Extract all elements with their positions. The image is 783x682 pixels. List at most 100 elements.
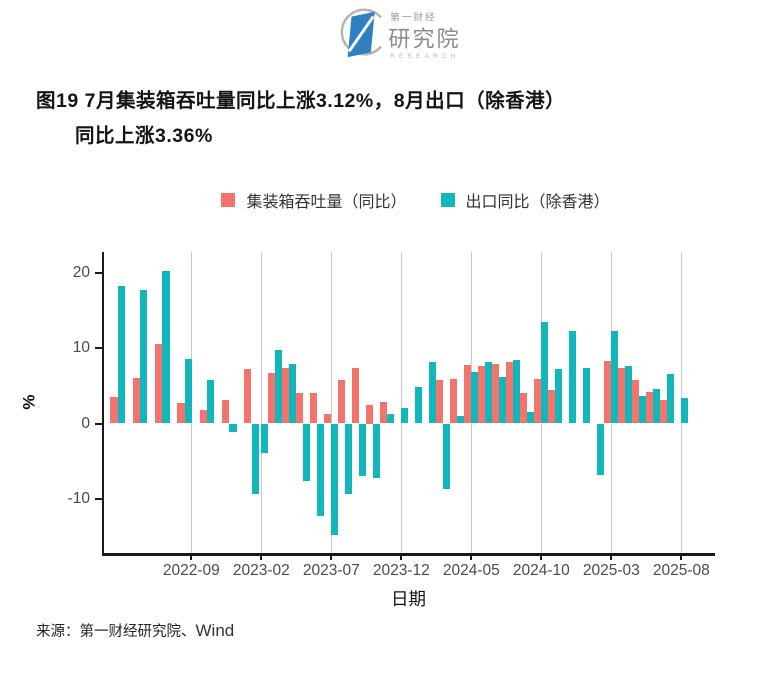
y-tick-label--10: -10 (67, 490, 90, 507)
source-wind: Wind (195, 621, 235, 640)
bar-exports-2023-03 (275, 350, 283, 424)
y-tick-label-20: 20 (72, 263, 90, 281)
bar-throughput-2022-10 (199, 409, 207, 424)
bar-throughput-2024-11 (548, 389, 556, 424)
bar-throughput-2023-06 (310, 393, 318, 424)
y-tickmark-20 (94, 271, 102, 274)
logo-brand-main: 研究院 (388, 27, 460, 52)
yicai-research-logo: 第一财经 研究院 RESEARCH (330, 4, 460, 62)
bar-throughput-2023-04 (282, 368, 290, 424)
bar-throughput-2024-07 (492, 363, 500, 424)
x-tickmark-2025-08 (680, 553, 683, 560)
bar-exports-2025-05 (639, 395, 647, 424)
bar-exports-2022-07 (140, 289, 148, 424)
bar-throughput-2025-07 (660, 399, 668, 424)
chart-legend: 集装箱吞吐量（同比） 出口同比（除香港） (0, 188, 783, 212)
bar-throughput-2023-09 (352, 368, 360, 424)
bar-throughput-2025-05 (632, 380, 640, 424)
x-tick-label-2024-05: 2024-05 (442, 562, 500, 579)
bar-exports-2024-11 (555, 369, 563, 424)
bar-exports-2023-08 (345, 423, 353, 494)
bar-exports-2024-03 (443, 423, 451, 490)
legend-item-throughput: 集装箱吞吐量（同比） (221, 188, 407, 212)
bar-throughput-2023-10 (366, 404, 374, 424)
bar-throughput-2024-06 (478, 366, 486, 424)
bar-exports-2022-08 (162, 270, 170, 424)
logo-slash (347, 15, 375, 53)
bar-exports-2024-01 (415, 386, 423, 424)
bar-exports-2023-05 (303, 423, 311, 481)
x-tickmark-2023-02 (260, 553, 263, 560)
x-tickmark-2023-12 (400, 553, 403, 560)
bar-exports-2023-11 (387, 414, 395, 424)
x-tick-label-2022-09: 2022-09 (162, 562, 220, 579)
bar-throughput-2023-11 (380, 401, 388, 424)
logo-circle (340, 8, 382, 56)
bar-throughput-2022-06 (110, 397, 118, 424)
logo-brand-top: 第一财经 (390, 11, 436, 23)
bar-exports-2025-02 (597, 423, 605, 475)
bar-throughput-2025-04 (618, 367, 626, 424)
source-line: 来源：第一财经研究院、Wind (36, 620, 234, 641)
bar-exports-2022-12 (251, 423, 259, 494)
bar-throughput-2025-03 (604, 360, 612, 424)
y-tickmark-0 (94, 422, 102, 425)
x-tickmark-2023-07 (330, 553, 333, 560)
bar-exports-2023-09 (359, 423, 367, 476)
bar-exports-2024-06 (485, 361, 493, 424)
bar-exports-2024-12 (569, 331, 577, 424)
bar-exports-2025-07 (667, 374, 675, 424)
bar-exports-2024-09 (527, 412, 535, 424)
x-tick-label-2025-03: 2025-03 (582, 562, 640, 579)
y-tickmark--10 (94, 498, 102, 500)
legend-item-exports: 出口同比（除香港） (440, 188, 610, 212)
bar-exports-2024-05 (471, 372, 479, 424)
bar-exports-2022-09 (184, 358, 192, 424)
bar-exports-2023-07 (331, 423, 339, 536)
source-prefix: 来源：第一财经研究院、 (36, 624, 196, 640)
bar-exports-2025-08 (681, 398, 689, 424)
x-tickmark-2024-10 (540, 553, 543, 560)
bar-throughput-2023-07 (324, 414, 332, 424)
x-tick-label-2024-10: 2024-10 (512, 562, 570, 579)
bar-exports-2024-07 (499, 377, 507, 424)
x-axis-title: 日期 (391, 589, 426, 609)
bar-throughput-2024-05 (464, 364, 472, 424)
bar-throughput-2022-07 (132, 378, 140, 424)
gridline-2023-02 (260, 252, 263, 553)
x-tickmark-2025-03 (610, 553, 613, 560)
legend-swatch-exports (440, 193, 455, 207)
gridline-2023-07 (330, 252, 333, 553)
x-tick-label-2023-12: 2023-12 (372, 562, 430, 579)
bar-exports-2022-06 (117, 286, 126, 424)
bar-throughput-2024-03 (436, 380, 444, 424)
y-tick-label-0: 0 (81, 414, 90, 432)
figure-title-line2: 同比上涨3.36% (75, 125, 213, 147)
logo-graphic: 第一财经 研究院 RESEARCH (340, 8, 460, 60)
y-axis-line (101, 252, 104, 556)
bar-exports-2025-03 (611, 330, 619, 424)
x-tickmark-2024-05 (470, 553, 473, 560)
bar-exports-2023-04 (289, 363, 297, 424)
bar-exports-2024-04 (457, 415, 465, 424)
bar-exports-2023-02 (261, 423, 269, 453)
bar-throughput-2022-12 (244, 369, 252, 424)
x-axis-line (101, 553, 715, 556)
bar-throughput-2023-05 (296, 393, 304, 424)
bar-exports-2025-06 (653, 388, 661, 424)
legend-swatch-throughput (221, 193, 236, 207)
bar-throughput-2024-09 (520, 392, 528, 424)
bar-exports-2023-12 (401, 408, 409, 424)
bar-throughput-2023-08 (338, 379, 346, 424)
legend-label-throughput: 集装箱吞吐量（同比） (246, 194, 407, 211)
bar-exports-2024-02 (429, 362, 437, 424)
bar-throughput-2022-11 (221, 400, 230, 424)
x-tick-label-2023-07: 2023-07 (302, 562, 360, 579)
figure-title: 图19 7月集装箱吞吐量同比上涨3.12%，8月出口（除香港） 同比上涨3.36… (36, 84, 756, 154)
x-tick-label-2025-08: 2025-08 (652, 562, 710, 579)
x-tickmark-2022-09 (190, 553, 193, 560)
bar-throughput-2024-10 (534, 378, 542, 424)
y-tickmark-10 (94, 347, 102, 349)
